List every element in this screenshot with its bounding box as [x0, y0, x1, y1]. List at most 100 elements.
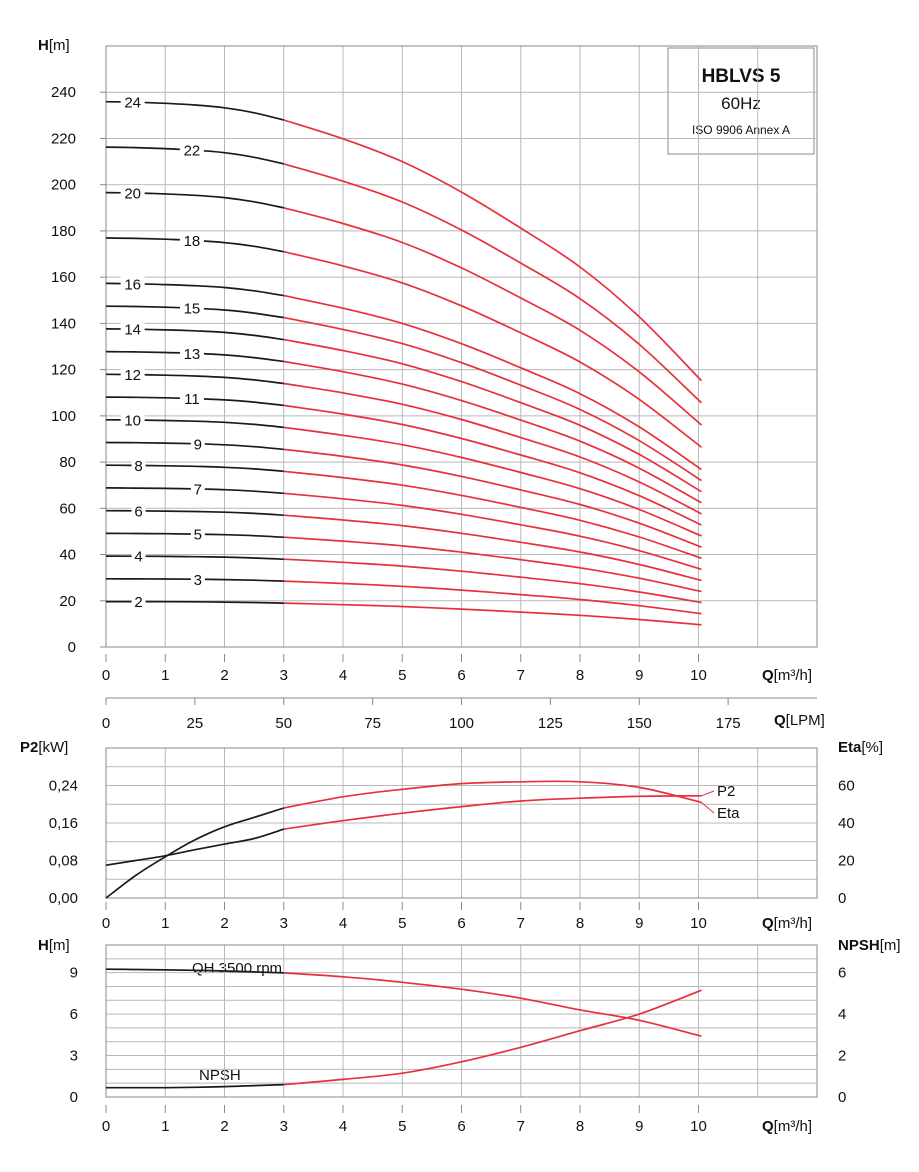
- stage-22-curve-operating: [283, 163, 703, 404]
- eta-y-tick-label: 40: [838, 815, 855, 832]
- stage-label-bg: [179, 345, 204, 362]
- head-x-tick-label: 4: [339, 667, 347, 684]
- stage-label-bg: [120, 411, 145, 428]
- title-box-frame: [667, 47, 815, 155]
- npsh-x-tick-label: 2: [220, 1118, 228, 1135]
- lpm-tick-label: 175: [716, 715, 741, 732]
- stage-label-bg: [179, 300, 204, 317]
- stage-label: 11: [184, 391, 200, 408]
- power-x-tick-label: 8: [576, 915, 584, 932]
- lpm-tick-label: 100: [449, 715, 474, 732]
- head-y-tick-label: 200: [51, 177, 76, 194]
- stage-label: 4: [134, 549, 142, 566]
- stage-label: 7: [194, 481, 202, 498]
- head-x-tick-label: 10: [690, 667, 707, 684]
- stage-6-curve-operating: [283, 514, 702, 582]
- stage-12-curve-operating: [283, 382, 702, 515]
- stage-label: 3: [194, 572, 202, 589]
- power-x-tick-label: 5: [398, 915, 406, 932]
- head-axis-label-panel3: H[m]: [38, 937, 70, 954]
- stage-label: 2: [134, 594, 142, 611]
- eta-curve-low-flow: [105, 807, 285, 899]
- p2-curve-low-flow: [105, 828, 285, 867]
- npsh-x-tick-label: 6: [457, 1118, 465, 1135]
- stage-13-curve-operating: [283, 360, 702, 504]
- npsh-x-tick-label: 7: [517, 1118, 525, 1135]
- npsh-y-tick-label: 2: [838, 1048, 846, 1065]
- stage-7-curve-operating: [283, 492, 702, 571]
- head-x-tick-label: 7: [517, 667, 525, 684]
- chart-title: HBLVS 5: [702, 66, 781, 87]
- stage-label-bg: [190, 480, 205, 497]
- npsh-axis-label: NPSH[m]: [838, 937, 901, 954]
- flow-axis-label-panel3: Q[m³/h]: [762, 1118, 812, 1135]
- stage-18-curve-operating: [283, 250, 703, 448]
- head-y-tick-label: 160: [51, 269, 76, 286]
- stage-label-bg: [120, 184, 145, 201]
- flow-axis-label-m3h: Q[m³/h]: [762, 667, 812, 684]
- stage-label-bg: [120, 366, 145, 383]
- stage-16-curve-operating: [283, 294, 702, 471]
- npsh-y-tick-label: 0: [838, 1089, 846, 1106]
- stage-label-bg: [120, 275, 145, 292]
- stage-label: 18: [184, 233, 201, 250]
- head-x-tick-label: 8: [576, 667, 584, 684]
- lpm-tick-label: 75: [364, 715, 381, 732]
- lpm-tick-label: 125: [538, 715, 563, 732]
- power-y-tick-label: 0,08: [49, 853, 78, 870]
- head-y-tick-label: 80: [59, 454, 76, 471]
- npsh-y-tick-label: 6: [838, 965, 846, 982]
- head-y-tick-label: 20: [59, 593, 76, 610]
- eta-curve-operating: [283, 780, 702, 809]
- head-y-tick-label: 240: [51, 84, 76, 101]
- power-x-tick-label: 4: [339, 915, 347, 932]
- lpm-tick-label: 25: [187, 715, 204, 732]
- npsh-panel-frame: [105, 944, 818, 1098]
- stage-label: 20: [124, 185, 141, 202]
- stage-4-curve-operating: [283, 558, 702, 604]
- power-y-tick-label: 0,16: [49, 815, 78, 832]
- stage-8-curve-operating: [283, 470, 702, 560]
- qh-y-tick-label: 0: [70, 1089, 78, 1106]
- stage-11-curve-operating: [283, 404, 702, 526]
- npsh-curve-operating: [283, 989, 702, 1086]
- stage-9-curve-operating: [283, 448, 702, 548]
- power-axis-label: P2[kW]: [20, 739, 68, 756]
- head-x-tick-label: 6: [457, 667, 465, 684]
- stage-label-bg: [179, 390, 204, 407]
- npsh-curve-low-flow: [106, 1083, 284, 1089]
- stage-label: 12: [124, 367, 141, 384]
- power-x-tick-label: 6: [457, 915, 465, 932]
- npsh-x-tick-label: 10: [690, 1118, 707, 1135]
- stage-24-curve-operating: [283, 119, 703, 382]
- power-x-tick-label: 7: [517, 915, 525, 932]
- stage-label-bg: [179, 142, 204, 159]
- stage-10-curve-operating: [283, 426, 702, 537]
- stage-label: 22: [184, 143, 201, 160]
- power-x-tick-label: 0: [102, 915, 110, 932]
- head-x-tick-label: 3: [280, 667, 288, 684]
- qh-curve-operating: [283, 972, 702, 1038]
- stage-label-bg: [131, 502, 146, 519]
- stage-label-bg: [131, 593, 146, 610]
- stage-15-curve-operating: [283, 316, 702, 482]
- eta-y-tick-label: 20: [838, 853, 855, 870]
- stage-label-bg: [179, 232, 204, 249]
- qh-y-tick-label: 9: [70, 965, 78, 982]
- head-y-tick-label: 100: [51, 408, 76, 425]
- head-y-tick-label: 40: [59, 547, 76, 564]
- npsh-y-tick-label: 4: [838, 1006, 846, 1023]
- head-y-tick-label: 180: [51, 223, 76, 240]
- head-y-tick-label: 120: [51, 362, 76, 379]
- npsh-x-tick-label: 4: [339, 1118, 347, 1135]
- power-y-tick-label: 0,00: [49, 890, 78, 907]
- eta-label-leader: [701, 801, 715, 814]
- power-x-tick-label: 9: [635, 915, 643, 932]
- eta-y-tick-label: 0: [838, 890, 846, 907]
- head-x-tick-label: 1: [161, 667, 169, 684]
- eta-y-tick-label: 60: [838, 778, 855, 795]
- series-label-p2: P2: [717, 783, 735, 800]
- lpm-tick-label: 50: [275, 715, 292, 732]
